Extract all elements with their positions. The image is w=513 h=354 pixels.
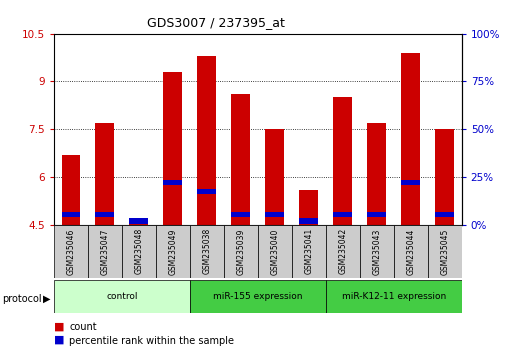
Text: GSM235044: GSM235044 [406, 228, 415, 275]
Text: GSM235038: GSM235038 [202, 228, 211, 274]
Bar [231, 212, 250, 217]
Bar [231, 94, 250, 225]
Text: protocol: protocol [3, 294, 42, 304]
Text: ■: ■ [54, 321, 64, 331]
Bar [190, 280, 326, 313]
Bar [326, 225, 360, 278]
Bar [326, 280, 462, 313]
Text: GSM235043: GSM235043 [372, 228, 381, 275]
Bar [333, 97, 352, 225]
Bar [164, 180, 182, 185]
Text: GSM235042: GSM235042 [338, 228, 347, 274]
Text: miR-K12-11 expression: miR-K12-11 expression [342, 292, 446, 301]
Bar [360, 225, 394, 278]
Bar [62, 212, 80, 217]
Bar [258, 225, 292, 278]
Text: GSM235047: GSM235047 [101, 228, 109, 275]
Bar [393, 225, 428, 278]
Text: ▶: ▶ [44, 294, 51, 304]
Bar [122, 225, 156, 278]
Text: miR-155 expression: miR-155 expression [213, 292, 303, 301]
Bar [95, 123, 114, 225]
Bar [129, 218, 148, 225]
Bar [95, 212, 114, 217]
Text: percentile rank within the sample: percentile rank within the sample [69, 336, 234, 346]
Bar [367, 123, 386, 225]
Text: ■: ■ [54, 335, 64, 345]
Text: control: control [106, 292, 137, 301]
Bar [333, 212, 352, 217]
Text: GSM235039: GSM235039 [236, 228, 245, 275]
Text: GSM235048: GSM235048 [134, 228, 143, 274]
Bar [436, 129, 454, 225]
Bar [129, 218, 148, 223]
Text: GSM235049: GSM235049 [168, 228, 177, 275]
Bar [265, 212, 284, 217]
Text: GSM235041: GSM235041 [304, 228, 313, 274]
Bar [198, 56, 216, 225]
Bar [224, 225, 258, 278]
Text: count: count [69, 322, 97, 332]
Bar [401, 180, 420, 185]
Bar [54, 225, 88, 278]
Bar [300, 190, 318, 225]
Bar [265, 129, 284, 225]
Bar [190, 225, 224, 278]
Bar [436, 212, 454, 217]
Bar [401, 53, 420, 225]
Text: GSM235045: GSM235045 [440, 228, 449, 275]
Bar [300, 218, 318, 223]
Bar [156, 225, 190, 278]
Bar [367, 212, 386, 217]
Bar [292, 225, 326, 278]
Text: GDS3007 / 237395_at: GDS3007 / 237395_at [147, 16, 284, 29]
Text: GSM235040: GSM235040 [270, 228, 279, 275]
Bar [88, 225, 122, 278]
Bar [62, 155, 80, 225]
Bar [198, 189, 216, 194]
Bar [428, 225, 462, 278]
Bar [164, 72, 182, 225]
Bar [54, 280, 190, 313]
Text: GSM235046: GSM235046 [66, 228, 75, 275]
